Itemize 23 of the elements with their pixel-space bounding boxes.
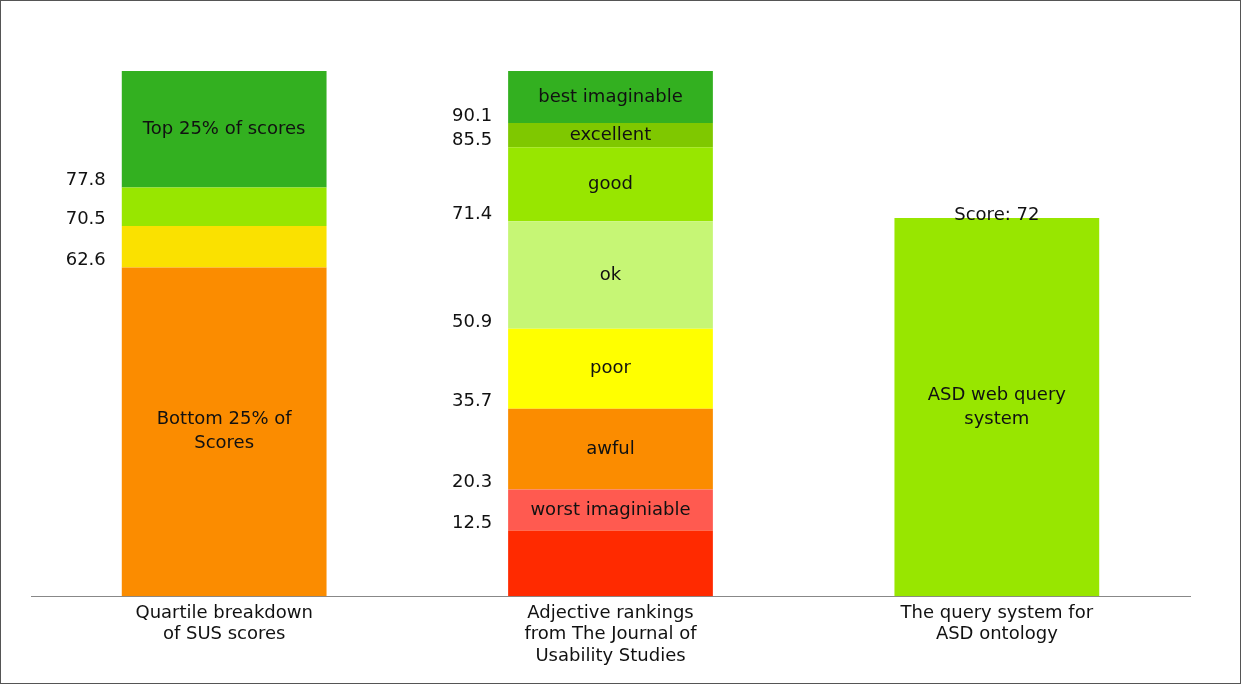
annotation: 71.4 [452,201,493,223]
series-label: good [588,171,633,193]
annotation: 50.9 [452,309,493,331]
series-label: Bottom 25% of Scores [156,407,293,453]
annotation: 70.5 [65,206,106,228]
annotation: 90.1 [452,103,493,125]
series-label: excellent [569,122,652,144]
annotation: 20.3 [452,470,493,492]
annotation: 35.7 [452,389,493,411]
annotation: 62.6 [65,248,106,270]
annotation: 85.5 [452,127,493,149]
series-label: poor [590,356,632,378]
series-label: awful [586,436,635,458]
x-tick-label: The query system for ASD ontology [899,600,1094,644]
series-label: best imaginable [538,84,683,106]
series-label: Top 25% of scores [141,116,306,138]
annotation: 77.8 [65,168,106,190]
series-label: ok [599,262,622,284]
x-tick-label: Quartile breakdown of SUS scores [135,600,313,644]
series-label: worst imaginiable [530,497,691,519]
annotation: 12.5 [452,511,493,533]
x-tick-label: Adjective rankings from The Journal of Usability Studies [524,600,698,665]
series-label: ASD web query system [927,382,1067,428]
